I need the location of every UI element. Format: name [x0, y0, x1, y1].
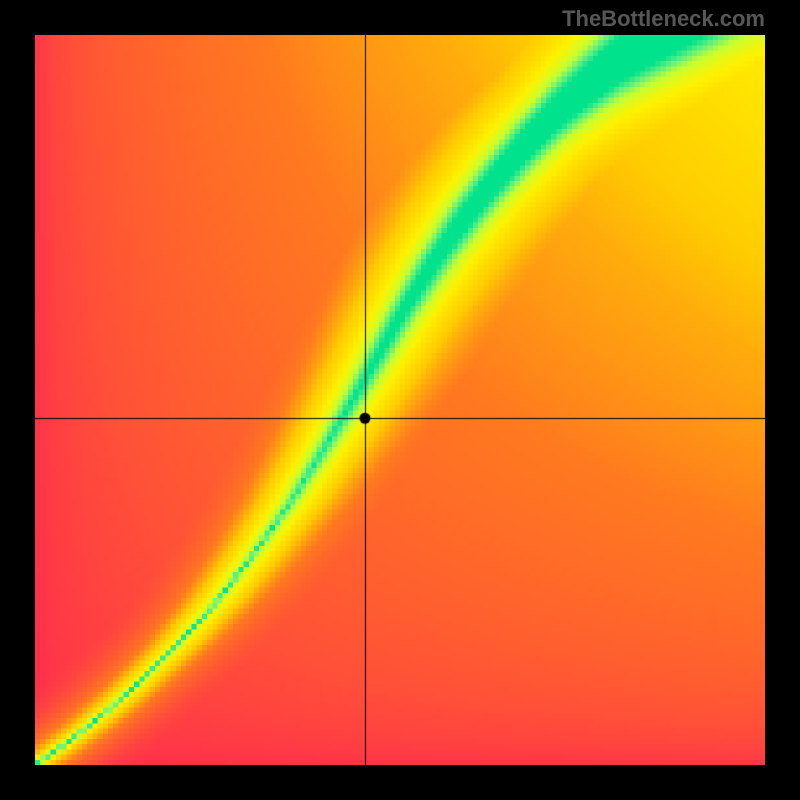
- crosshair-overlay: [35, 35, 765, 765]
- source-watermark: TheBottleneck.com: [562, 6, 765, 32]
- chart-container: TheBottleneck.com: [0, 0, 800, 800]
